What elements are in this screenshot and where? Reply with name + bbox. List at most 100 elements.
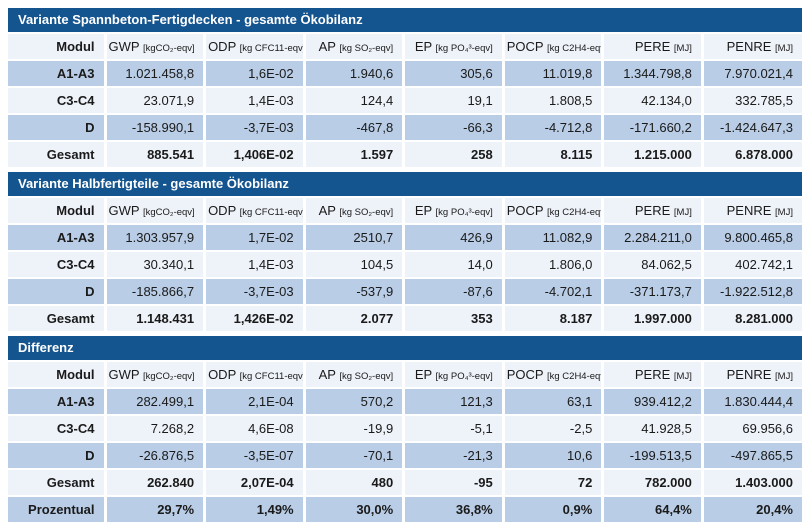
table-title: Differenz [18,340,74,355]
column-header: AP [kg SO₂-eqv] [302,362,404,388]
column-name: AP [318,39,336,54]
module-cell: Prozentual [8,495,105,522]
table-section: Variante Halbfertigteile - gesamte Ökobi… [8,172,802,331]
table-row: D -26.876,5 -3,5E-07 -70,1 -21,3 10,6 -199.513… [8,441,802,469]
column-name: PERE [634,367,671,382]
value-cell: -2,5 [501,414,603,442]
column-header: ODP [kg CFC11-eqv] [203,198,305,224]
value-cell: 1.403.000 [700,468,802,496]
value-cell: 1.148.431 [103,304,205,331]
header-row: Modul GWP [kgCO₂-eqv] ODP [kg CFC11-eqv] A… [8,198,802,224]
value-cell: 885.541 [103,140,205,167]
module-cell: A1-A3 [8,387,105,415]
value-cell: -70,1 [302,441,404,469]
column-header: PERE [MJ] [601,198,703,224]
table-row: Gesamt 262.840 2,07E-04 480 -95 72 782.000 1.40… [8,468,802,496]
value-cell: 2.077 [302,304,404,331]
column-header: PENRE [MJ] [700,198,802,224]
value-cell: -185.866,7 [103,277,205,305]
column-name: POCP [506,203,544,218]
value-cell: -87,6 [402,277,504,305]
column-unit: [kg C2H4-eqv] [546,207,603,218]
column-unit: [MJ] [673,371,692,382]
value-cell: -537,9 [302,277,404,305]
column-name: POCP [506,39,544,54]
value-cell: 104,5 [302,250,404,278]
column-header: POCP [kg C2H4-eqv] [501,34,603,60]
value-cell: 7.970.021,4 [700,59,802,87]
column-name: POCP [506,367,544,382]
value-cell: 2,1E-04 [203,387,305,415]
value-cell: 1.940,6 [302,59,404,87]
module-cell: D [8,441,105,469]
value-cell: 8.115 [501,140,603,167]
column-header: GWP [kgCO₂-eqv] [103,198,205,224]
column-header: GWP [kgCO₂-eqv] [103,34,205,60]
value-cell: 1.303.957,9 [103,223,205,251]
value-cell: 9.800.465,8 [700,223,802,251]
column-header: PERE [MJ] [601,362,703,388]
column-header: AP [kg SO₂-eqv] [302,198,404,224]
module-cell: C3-C4 [8,250,105,278]
column-unit: [MJ] [673,43,692,54]
column-header: Modul [8,198,105,224]
value-cell: 4,6E-08 [203,414,305,442]
module-cell: Gesamt [8,468,105,496]
value-cell: 1.021.458,8 [103,59,205,87]
value-cell: 426,9 [402,223,504,251]
table-section: Differenz Modul GWP [kgCO₂-eqv] ODP [kg CF… [8,336,802,522]
value-cell: -1.922.512,8 [700,277,802,305]
value-cell: 1.808,5 [501,86,603,114]
column-unit: [kg C2H4-eqv] [546,43,603,54]
value-cell: -66,3 [402,113,504,141]
column-header: Modul [8,34,105,60]
table-row: C3-C4 30.340,1 1,4E-03 104,5 14,0 1.806,0 84.0… [8,250,802,278]
value-cell: 36,8% [402,495,504,522]
value-cell: 332.785,5 [700,86,802,114]
column-unit: [kgCO₂-eqv] [142,207,195,218]
value-cell: 8.187 [501,304,603,331]
value-cell: 1,406E-02 [203,140,305,167]
value-cell: 1.830.444,4 [700,387,802,415]
column-header: AP [kg SO₂-eqv] [302,34,404,60]
column-unit: [kg SO₂-eqv] [339,207,394,218]
column-name: Modul [56,203,95,218]
column-unit: [kgCO₂-eqv] [142,371,195,382]
column-name: PERE [634,203,671,218]
value-cell: 0,9% [501,495,603,522]
column-unit: [kg SO₂-eqv] [339,43,394,54]
column-header: EP [kg PO₄³-eqv] [402,362,504,388]
column-unit: [MJ] [775,207,793,218]
column-header: POCP [kg C2H4-eqv] [501,198,603,224]
value-cell: 124,4 [302,86,404,114]
column-unit: [MJ] [775,43,793,54]
table-row: Prozentual 29,7% 1,49% 30,0% 36,8% 0,9% 64,4% 2… [8,495,802,522]
value-cell: 19,1 [402,86,504,114]
value-cell: 72 [501,468,603,496]
value-cell: 1,4E-03 [203,86,305,114]
value-cell: -5,1 [402,414,504,442]
column-name: Modul [56,367,95,382]
column-name: PENRE [726,39,772,54]
value-cell: -4.702,1 [501,277,603,305]
table-title: Variante Spannbeton-Fertigdecken - gesam… [18,12,363,27]
column-unit: [kg PO₄³-eqv] [435,207,493,218]
column-header: PENRE [MJ] [700,34,802,60]
value-cell: 30.340,1 [103,250,205,278]
table-row: D -185.866,7 -3,7E-03 -537,9 -87,6 -4.702,1 -3… [8,277,802,305]
value-cell: 63,1 [501,387,603,415]
column-header: Modul [8,362,105,388]
value-cell: 84.062,5 [601,250,703,278]
value-cell: -158.990,1 [103,113,205,141]
value-cell: 570,2 [302,387,404,415]
column-name: GWP [108,39,140,54]
column-name: PERE [634,39,671,54]
table-row: A1-A3 1.021.458,8 1,6E-02 1.940,6 305,6 11.01… [8,59,802,87]
column-name: PENRE [726,367,772,382]
table-section: Variante Spannbeton-Fertigdecken - gesam… [8,8,802,167]
column-name: Modul [56,39,95,54]
column-name: AP [318,203,336,218]
column-header: ODP [kg CFC11-eqv] [203,34,305,60]
tables-container: Variante Spannbeton-Fertigdecken - gesam… [8,8,802,522]
table-row: A1-A3 282.499,1 2,1E-04 570,2 121,3 63,1 939.4… [8,387,802,415]
